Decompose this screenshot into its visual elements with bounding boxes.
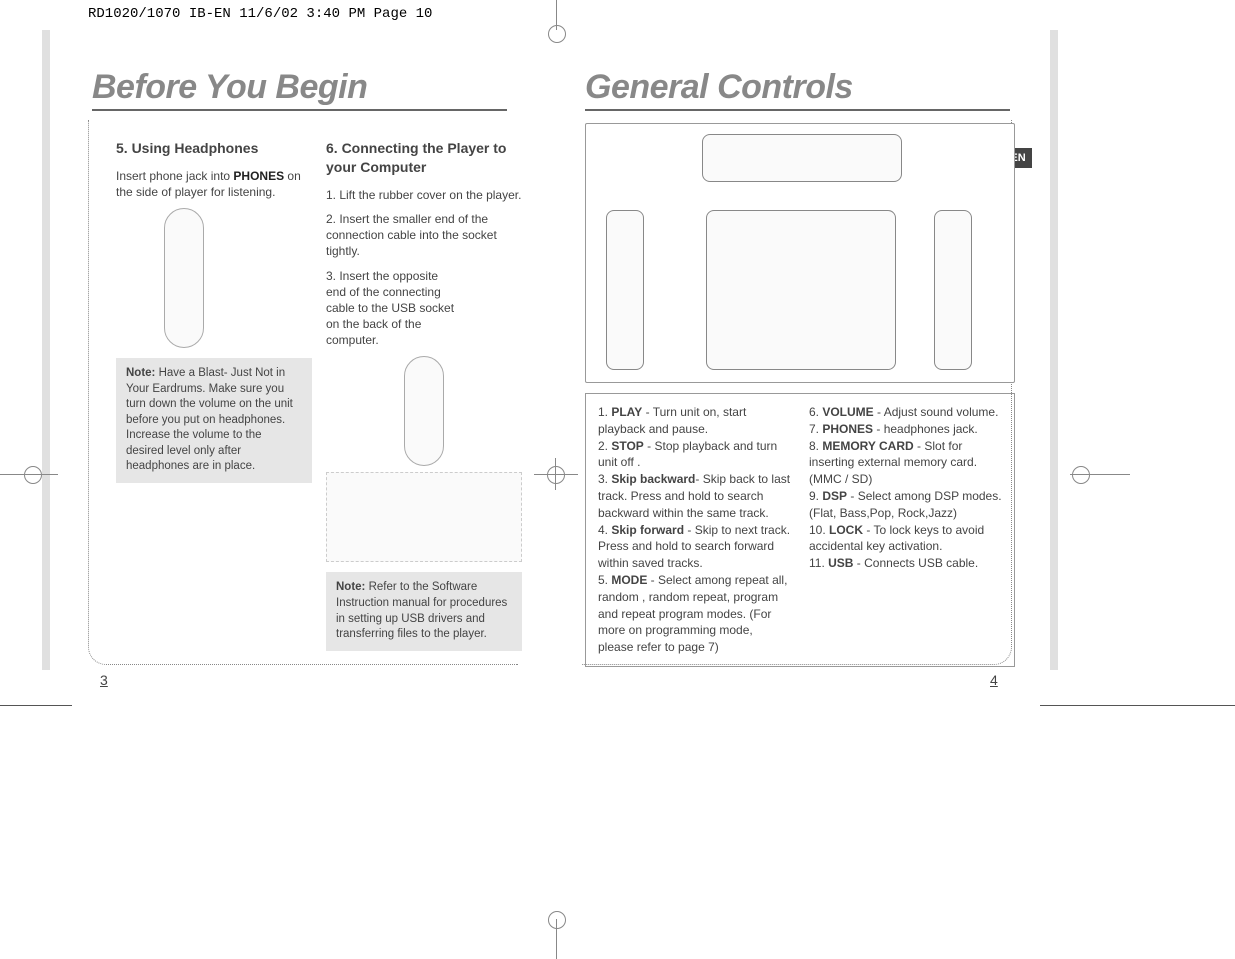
note-headphones: Note: Have a Blast- Just Not in Your Ear…: [116, 358, 312, 483]
left-col2: 6. Connecting the Player to your Compute…: [326, 139, 522, 651]
connect-step3: 3. Insert the opposite end of the connec…: [326, 268, 456, 349]
control-item: 1. PLAY - Turn unit on, start playback a…: [598, 404, 791, 438]
right-title: General Controls: [585, 68, 1010, 111]
page-number-left: 3: [100, 672, 108, 688]
player-side-illustration: [164, 208, 204, 348]
left-title: Before You Begin: [92, 68, 507, 111]
player-rear-illustration: [404, 356, 444, 466]
trim-line-left: [0, 705, 72, 706]
trim-line-right: [1040, 705, 1235, 706]
t: PHONES: [233, 169, 284, 183]
heading-connecting: 6. Connecting the Player to your Compute…: [326, 139, 522, 177]
controls-col-left: 1. PLAY - Turn unit on, start playback a…: [598, 404, 791, 656]
control-item: 4. Skip forward - Skip to next track. Pr…: [598, 522, 791, 572]
crop-mark-top: [542, 15, 572, 45]
crop-mark-center: [541, 460, 571, 490]
device-left-side: [606, 210, 644, 370]
margin-bar-right: [1050, 30, 1058, 670]
controls-diagram: [585, 123, 1015, 383]
crop-mark-left: [18, 460, 48, 490]
control-item: 5. MODE - Select among repeat all, rando…: [598, 572, 791, 656]
control-item: 10. LOCK - To lock keys to avoid acciden…: [809, 522, 1002, 556]
right-page: General Controls 1. PLAY - Turn unit on,…: [585, 68, 1015, 667]
crop-mark-bottom: [542, 905, 572, 935]
margin-bar-left: [42, 30, 50, 670]
control-item: 9. DSP - Select among DSP modes. (Flat, …: [809, 488, 1002, 522]
control-item: 7. PHONES - headphones jack.: [809, 421, 1002, 438]
connect-step1: 1. Lift the rubber cover on the player.: [326, 187, 522, 203]
crop-mark-right: [1066, 460, 1096, 490]
device-front-view: [706, 210, 896, 370]
device-top-view: [702, 134, 902, 182]
left-page: Before You Begin 5. Using Headphones Ins…: [92, 68, 522, 651]
note-label: Note:: [126, 367, 155, 379]
controls-col-right: 6. VOLUME - Adjust sound volume.7. PHONE…: [809, 404, 1002, 656]
headphones-intro: Insert phone jack into PHONES on the sid…: [116, 168, 312, 200]
page-number-right: 4: [990, 672, 998, 688]
heading-headphones: 5. Using Headphones: [116, 139, 312, 158]
control-item: 11. USB - Connects USB cable.: [809, 555, 1002, 572]
left-col1: 5. Using Headphones Insert phone jack in…: [92, 139, 312, 651]
controls-legend: 1. PLAY - Turn unit on, start playback a…: [585, 393, 1015, 667]
connect-step2: 2. Insert the smaller end of the connect…: [326, 211, 522, 260]
print-header: RD1020/1070 IB-EN 11/6/02 3:40 PM Page 1…: [88, 6, 432, 22]
note-text: Have a Blast- Just Not in Your Eardrums.…: [126, 367, 293, 472]
t: Insert phone jack into: [116, 169, 233, 183]
crop-mark-center-h: [534, 474, 578, 475]
control-item: 2. STOP - Stop playback and turn unit of…: [598, 438, 791, 472]
note-label: Note:: [336, 581, 365, 593]
device-right-side: [934, 210, 972, 370]
control-item: 6. VOLUME - Adjust sound volume.: [809, 404, 1002, 421]
control-item: 8. MEMORY CARD - Slot for inserting exte…: [809, 438, 1002, 488]
usb-connection-illustration: [326, 472, 522, 562]
note-software: Note: Refer to the Software Instruction …: [326, 572, 522, 650]
control-item: 3. Skip backward- Skip back to last trac…: [598, 471, 791, 521]
